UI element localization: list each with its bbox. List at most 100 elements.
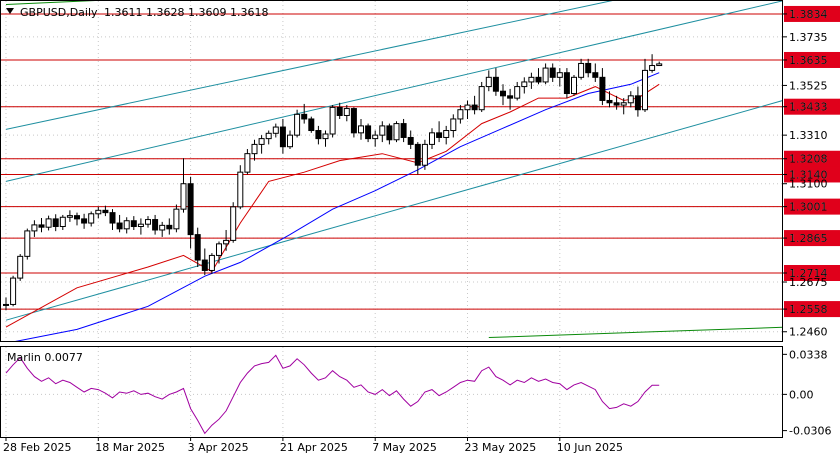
- candle: [478, 81, 485, 113]
- candle: [52, 214, 59, 232]
- candle: [237, 165, 244, 210]
- bear-candle-body: [201, 259, 208, 271]
- candle: [578, 58, 585, 80]
- candle: [201, 248, 208, 276]
- bull-candle-body: [421, 143, 428, 166]
- bear-candle-body: [563, 72, 570, 95]
- bull-candle-body: [31, 224, 38, 232]
- candle: [656, 61, 663, 67]
- candle: [521, 77, 528, 94]
- bull-candle-body: [627, 95, 634, 104]
- bull-candle-body: [571, 76, 577, 95]
- candle: [251, 139, 258, 161]
- ohlc-readout: 1.3611 1.3628 1.3609 1.3618: [104, 6, 268, 19]
- candle: [365, 123, 372, 143]
- bear-candle-body: [606, 99, 613, 104]
- bear-candle-body: [130, 220, 137, 228]
- level-price-box: [784, 98, 840, 115]
- candle: [450, 114, 457, 138]
- bear-candle-body: [38, 224, 45, 228]
- bull-candle-body: [478, 86, 485, 111]
- bear-candle-body: [109, 212, 116, 224]
- indicator-axis-label: -0.0306: [789, 425, 831, 438]
- candle: [372, 130, 379, 147]
- bull-candle-body: [251, 143, 258, 155]
- bear-candle-body: [336, 106, 343, 116]
- candle: [528, 72, 535, 89]
- candle: [322, 130, 329, 147]
- symbol-menu-triangle-icon[interactable]: [6, 8, 14, 14]
- candle: [116, 214, 123, 233]
- bull-candle-body: [137, 223, 144, 228]
- bear-candle-body: [507, 95, 514, 99]
- bear-candle-body: [436, 132, 443, 138]
- bear-candle-body: [613, 102, 620, 106]
- candle: [514, 81, 521, 101]
- bear-candle-body: [414, 143, 421, 166]
- candle: [258, 135, 265, 154]
- candle: [379, 121, 386, 143]
- bear-candle-body: [592, 72, 599, 78]
- candle: [549, 63, 556, 82]
- level-price-box: [784, 230, 840, 247]
- bull-candle-body: [372, 134, 379, 140]
- candle: [109, 209, 116, 230]
- bull-candle-body: [287, 134, 293, 148]
- candle: [358, 118, 364, 140]
- candle: [38, 217, 45, 233]
- symbol-title: GBPUSD,Daily: [20, 6, 98, 19]
- candle: [24, 228, 31, 260]
- level-price-label: 1.2714: [789, 267, 828, 280]
- bull-candle-body: [123, 220, 130, 230]
- bull-candle-body: [237, 171, 244, 208]
- indicator-axis-label: 0.0338: [789, 348, 828, 361]
- candle: [386, 123, 393, 145]
- level-price-label: 1.2865: [789, 232, 828, 245]
- candle: [571, 75, 577, 96]
- price-axis-label: 1.3001: [789, 201, 828, 214]
- candle: [294, 109, 301, 138]
- price-axis-label: 1.3433: [789, 101, 828, 114]
- price-axis-label: 1.2714: [789, 267, 828, 280]
- bull-candle-body: [514, 86, 521, 99]
- candle: [287, 130, 293, 150]
- bear-candle-body: [315, 130, 322, 140]
- candle: [130, 216, 137, 230]
- candle: [500, 84, 506, 106]
- candle: [585, 58, 592, 78]
- bull-candle-body: [145, 219, 151, 225]
- bull-candle-body: [244, 153, 251, 173]
- bull-candle-body: [429, 132, 435, 145]
- bull-candle-body: [379, 125, 386, 136]
- candle: [137, 218, 144, 235]
- bear-candle-body: [116, 222, 123, 230]
- bear-candle-body: [585, 62, 592, 74]
- bull-candle-body: [59, 216, 66, 228]
- bull-candle-body: [620, 102, 627, 106]
- candle: [343, 105, 350, 122]
- bull-candle-body: [578, 62, 585, 78]
- bull-candle-body: [485, 76, 492, 88]
- bull-candle-body: [642, 69, 648, 111]
- time-axis-label: 7 May 2025: [372, 441, 437, 454]
- bear-candle-body: [308, 118, 315, 132]
- level-price-label: 1.3834: [789, 8, 828, 21]
- price-axis-label: 1.2460: [789, 326, 828, 339]
- candle: [66, 210, 73, 222]
- price-axis-label: 1.2675: [789, 276, 828, 289]
- price-axis-label: 1.3735: [789, 31, 828, 44]
- price-axis-label: 1.3208: [789, 153, 828, 166]
- bull-candle-body: [358, 125, 364, 134]
- candle: [535, 68, 542, 85]
- bull-candle-body: [173, 208, 180, 230]
- bull-candle-body: [3, 303, 9, 306]
- candle: [145, 216, 151, 228]
- level-price-label: 1.2558: [789, 303, 828, 316]
- main-pane-frame: [0, 0, 783, 342]
- bull-candle-body: [17, 255, 24, 279]
- marlin-line: [5, 354, 660, 435]
- bear-candle-body: [407, 136, 414, 145]
- candle: [152, 214, 159, 235]
